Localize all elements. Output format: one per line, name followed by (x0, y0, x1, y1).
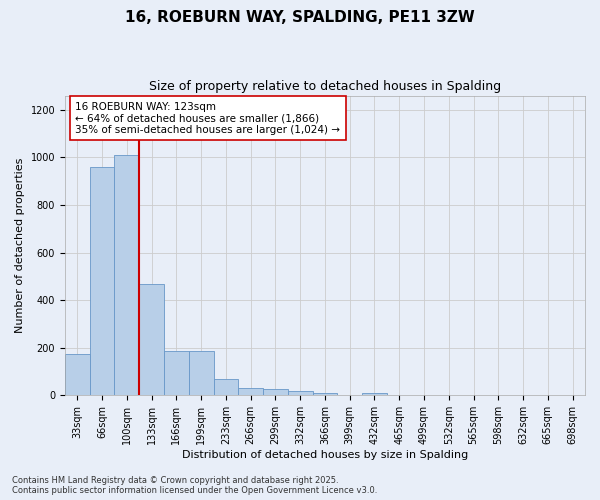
X-axis label: Distribution of detached houses by size in Spalding: Distribution of detached houses by size … (182, 450, 468, 460)
Bar (362, 393, 387, 396)
Bar (263, 390, 288, 396)
Bar (214, 378, 238, 396)
Bar (89, 167, 115, 396)
Bar (164, 352, 189, 396)
Bar (189, 352, 214, 396)
Text: 16, ROEBURN WAY, SPALDING, PE11 3ZW: 16, ROEBURN WAY, SPALDING, PE11 3ZW (125, 10, 475, 25)
Y-axis label: Number of detached properties: Number of detached properties (15, 158, 25, 333)
Bar (65, 354, 89, 396)
Bar (238, 388, 263, 396)
Bar (139, 284, 164, 396)
Bar (313, 393, 337, 396)
Text: 16 ROEBURN WAY: 123sqm
← 64% of detached houses are smaller (1,866)
35% of semi-: 16 ROEBURN WAY: 123sqm ← 64% of detached… (76, 102, 340, 135)
Bar (115, 155, 139, 396)
Bar (288, 390, 313, 396)
Title: Size of property relative to detached houses in Spalding: Size of property relative to detached ho… (149, 80, 501, 93)
Text: Contains HM Land Registry data © Crown copyright and database right 2025.
Contai: Contains HM Land Registry data © Crown c… (12, 476, 377, 495)
